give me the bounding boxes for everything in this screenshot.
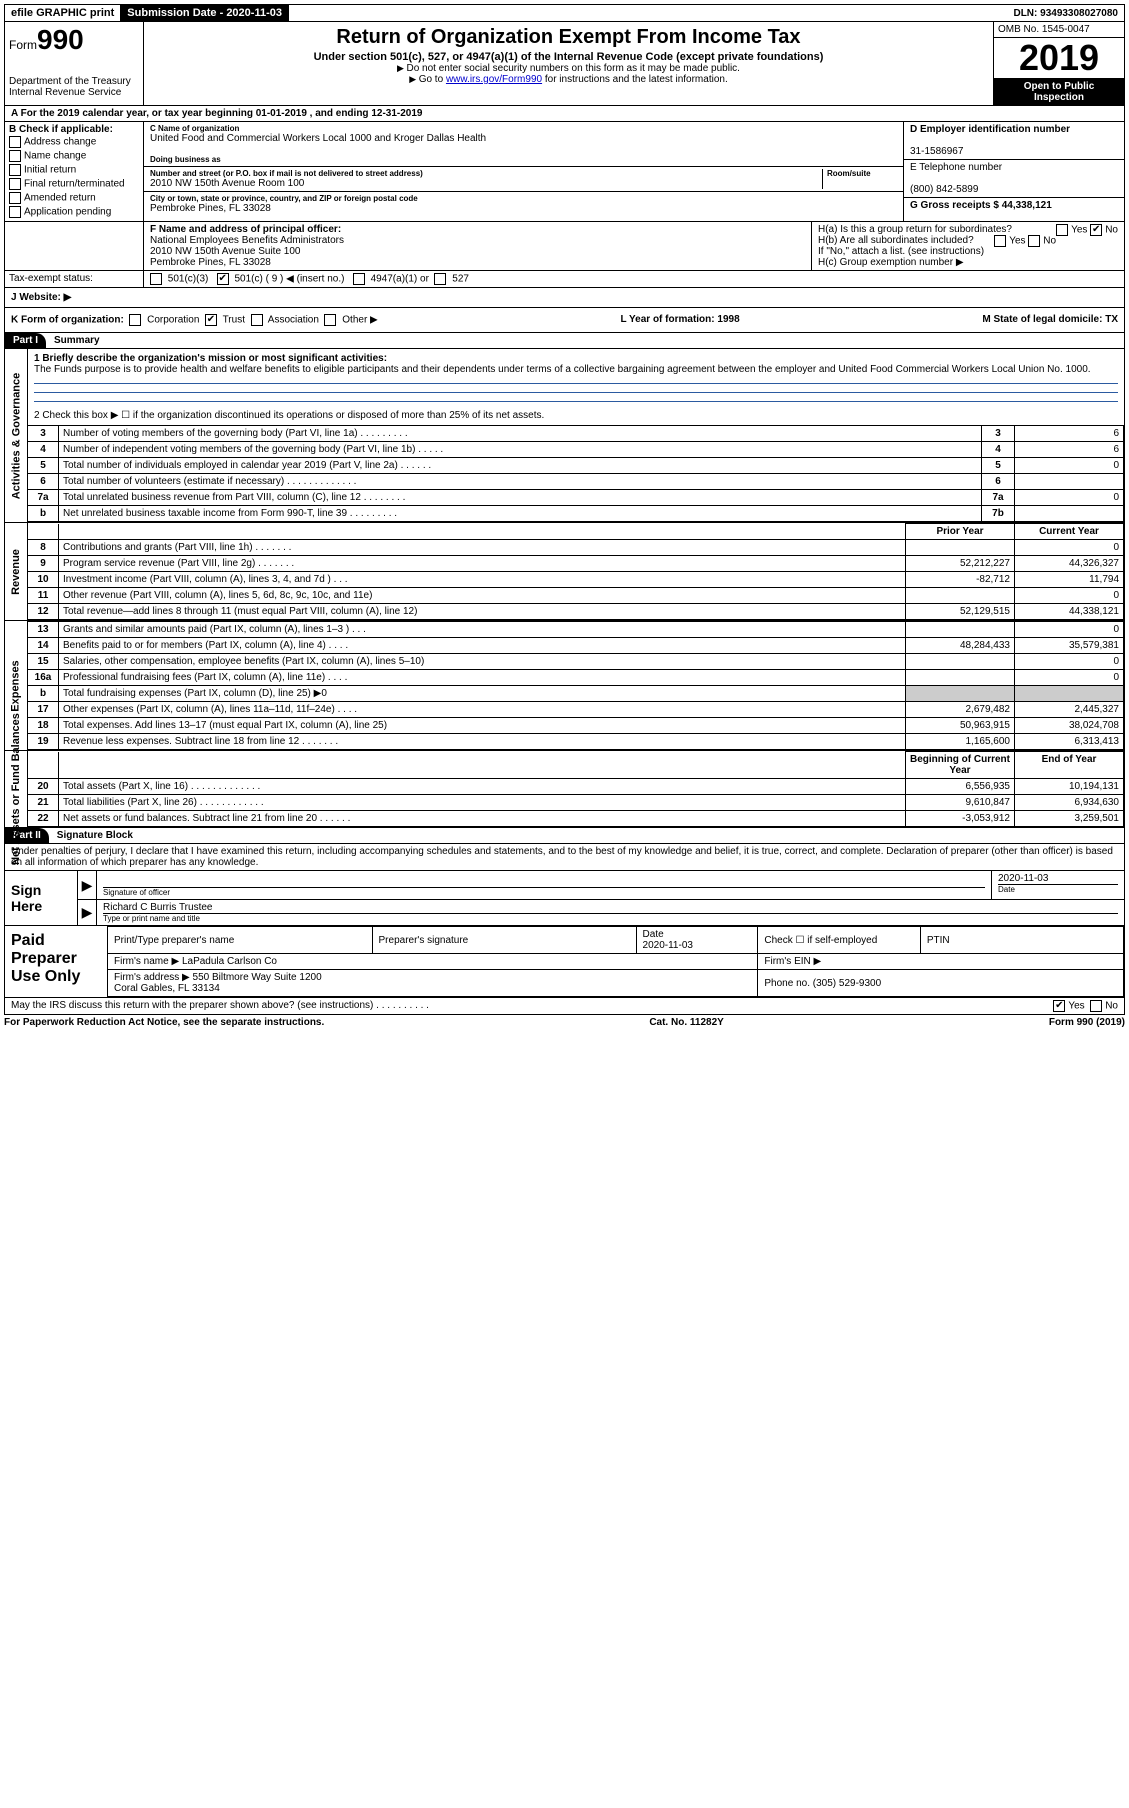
- b-label: B Check if applicable:: [9, 124, 113, 135]
- line1-label: 1 Briefly describe the organization's mi…: [34, 353, 387, 364]
- revenue-table: Prior YearCurrent Year8Contributions and…: [28, 523, 1124, 620]
- arrow-icon: ▶: [78, 900, 97, 925]
- governance-table: 3Number of voting members of the governi…: [28, 425, 1124, 522]
- side-governance: Activities & Governance: [10, 372, 22, 499]
- chk-final-return[interactable]: Final return/terminated: [9, 177, 139, 191]
- section-fh: F Name and address of principal officer:…: [4, 222, 1125, 271]
- sig-name: Richard C Burris Trustee: [103, 902, 1118, 914]
- side-revenue: Revenue: [10, 549, 22, 595]
- sign-here-label: Sign Here: [5, 871, 78, 925]
- line2-text: 2 Check this box ▶ ☐ if the organization…: [34, 410, 1118, 421]
- link-note: Go to www.irs.gov/Form990 for instructio…: [150, 74, 987, 85]
- dln-label: DLN: 93493308027080: [1007, 5, 1124, 21]
- row-klm: K Form of organization: Corporation Trus…: [4, 308, 1125, 333]
- expenses-block: Expenses 13Grants and similar amounts pa…: [4, 621, 1125, 751]
- hc-row: H(c) Group exemption number ▶: [818, 257, 1118, 268]
- part1-header: Part I Summary: [4, 333, 1125, 349]
- section-bcdeg: B Check if applicable: Address change Na…: [4, 122, 1125, 222]
- sig-date: 2020-11-03: [998, 873, 1118, 885]
- open-public-badge: Open to Public Inspection: [994, 79, 1124, 105]
- tax-year: 2019: [994, 38, 1124, 79]
- side-expenses: Expenses: [10, 660, 22, 711]
- website-row: J Website: ▶: [4, 288, 1125, 308]
- part2-header: Part II Signature Block: [4, 828, 1125, 844]
- chk-name-change[interactable]: Name change: [9, 149, 139, 163]
- ha-row: H(a) Is this a group return for subordin…: [818, 224, 1118, 235]
- street-address: 2010 NW 150th Avenue Room 100: [150, 178, 818, 189]
- chk-address-change[interactable]: Address change: [9, 135, 139, 149]
- chk-initial-return[interactable]: Initial return: [9, 163, 139, 177]
- paid-preparer-label: Paid Preparer Use Only: [5, 926, 108, 997]
- mission-text: The Funds purpose is to provide health a…: [34, 364, 1091, 375]
- form-header: Form990 Department of the Treasury Inter…: [4, 22, 1125, 106]
- prep-row-3: Firm's address ▶ 550 Biltmore Way Suite …: [108, 970, 1124, 997]
- g-gross-receipts: G Gross receipts $ 44,338,121: [910, 200, 1052, 211]
- sig-date-label: Date: [998, 885, 1118, 894]
- arrow-icon: ▶: [78, 871, 97, 899]
- e-label: E Telephone number: [910, 162, 1002, 173]
- f-label: F Name and address of principal officer:: [150, 224, 341, 235]
- sig-officer-label: Signature of officer: [103, 888, 985, 897]
- form-subtitle: Under section 501(c), 527, or 4947(a)(1)…: [150, 51, 987, 63]
- declaration-text: Under penalties of perjury, I declare th…: [4, 844, 1125, 871]
- addr-label: Number and street (or P.O. box if mail i…: [150, 169, 818, 178]
- netassets-table: Beginning of Current YearEnd of Year20To…: [28, 751, 1124, 827]
- tax-exempt-row: Tax-exempt status: 501(c)(3) 501(c) ( 9 …: [4, 271, 1125, 288]
- tax-exempt-label: Tax-exempt status:: [5, 271, 144, 287]
- paid-preparer-block: Paid Preparer Use Only Print/Type prepar…: [4, 926, 1125, 998]
- dba-label: Doing business as: [150, 155, 897, 164]
- revenue-block: Revenue Prior YearCurrent Year8Contribut…: [4, 523, 1125, 621]
- form990-link[interactable]: www.irs.gov/Form990: [446, 74, 542, 85]
- prep-row-2: Firm's name ▶ LaPadula Carlson Co Firm's…: [108, 954, 1124, 970]
- page-footer: For Paperwork Reduction Act Notice, see …: [4, 1015, 1125, 1030]
- side-netassets: Net Assets or Fund Balances: [10, 713, 22, 865]
- form-title: Return of Organization Exempt From Incom…: [150, 26, 987, 49]
- submission-date-button[interactable]: Submission Date - 2020-11-03: [121, 5, 289, 21]
- sign-here-block: Sign Here ▶ Signature of officer 2020-11…: [4, 871, 1125, 926]
- hb-row: H(b) Are all subordinates included? Yes …: [818, 235, 1118, 246]
- c-label: C Name of organization: [150, 124, 897, 133]
- city-value: Pembroke Pines, FL 33028: [150, 203, 897, 214]
- row-a-tax-year: A For the 2019 calendar year, or tax yea…: [4, 106, 1125, 122]
- room-label: Room/suite: [827, 169, 897, 178]
- dept-label: Department of the Treasury Internal Reve…: [9, 76, 139, 98]
- hb-note: If "No," attach a list. (see instruction…: [818, 246, 1118, 257]
- org-name: United Food and Commercial Workers Local…: [150, 133, 897, 144]
- top-bar: efile GRAPHIC print Submission Date - 20…: [4, 4, 1125, 22]
- d-label: D Employer identification number: [910, 124, 1070, 135]
- sig-name-label: Type or print name and title: [103, 914, 1118, 923]
- efile-label[interactable]: efile GRAPHIC print: [5, 5, 121, 21]
- f-officer: National Employees Benefits Administrato…: [150, 235, 805, 268]
- governance-block: Activities & Governance 1 Briefly descri…: [4, 349, 1125, 523]
- netassets-block: Net Assets or Fund Balances Beginning of…: [4, 751, 1125, 828]
- chk-application-pending[interactable]: Application pending: [9, 205, 139, 219]
- omb-number: OMB No. 1545-0047: [994, 22, 1124, 38]
- phone-value: (800) 842-5899: [910, 184, 978, 195]
- chk-amended-return[interactable]: Amended return: [9, 191, 139, 205]
- form-number: Form990: [9, 24, 139, 56]
- city-label: City or town, state or province, country…: [150, 194, 897, 203]
- prep-row-1: Print/Type preparer's name Preparer's si…: [108, 927, 1124, 954]
- ein-value: 31-1586967: [910, 146, 963, 157]
- ssn-note: Do not enter social security numbers on …: [150, 63, 987, 74]
- discuss-row: May the IRS discuss this return with the…: [4, 998, 1125, 1015]
- expenses-table: 13Grants and similar amounts paid (Part …: [28, 621, 1124, 750]
